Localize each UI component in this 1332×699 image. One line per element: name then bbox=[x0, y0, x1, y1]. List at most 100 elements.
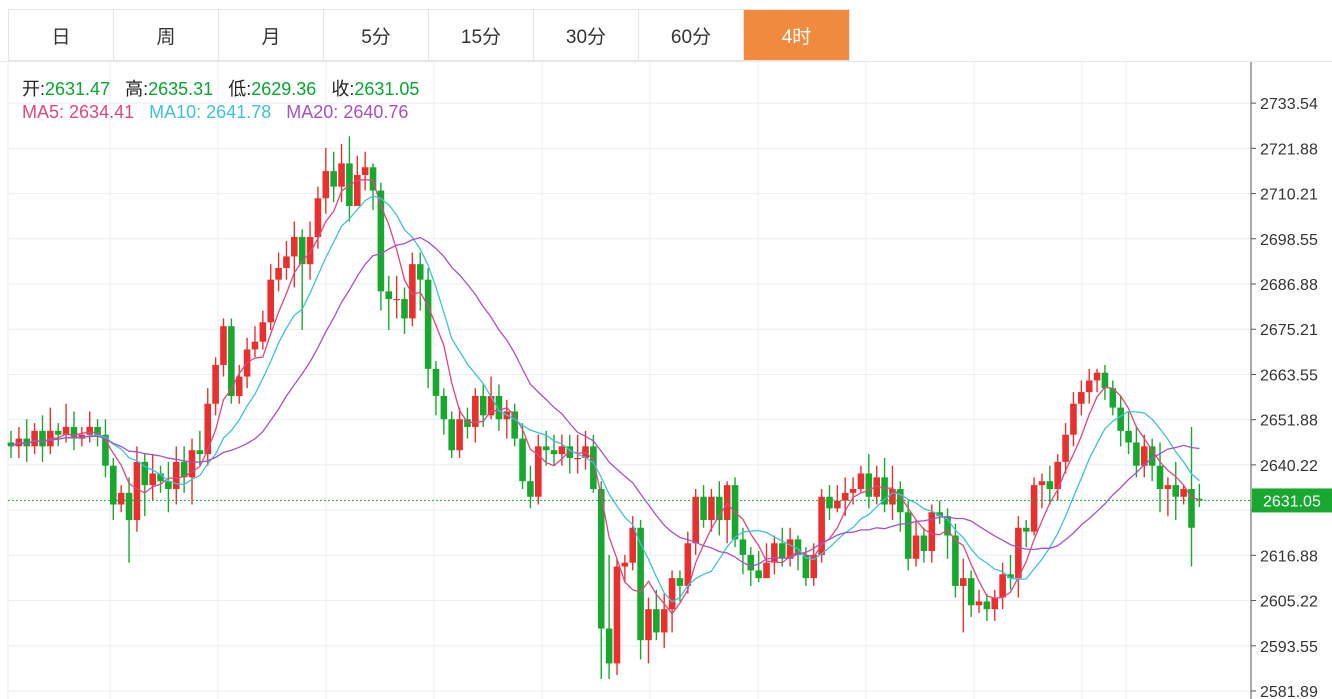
candle-body bbox=[204, 403, 212, 455]
candle-body bbox=[668, 578, 676, 610]
candle-body bbox=[54, 430, 62, 435]
candle-body bbox=[448, 419, 456, 451]
candle-body bbox=[1022, 527, 1030, 532]
high-value: 2635.31 bbox=[148, 79, 214, 99]
candle-body bbox=[920, 535, 928, 552]
candle-body bbox=[432, 368, 440, 396]
candle-body bbox=[487, 395, 495, 416]
ma10-value: 2641.78 bbox=[206, 102, 272, 122]
candle-body bbox=[857, 473, 865, 489]
candle-body bbox=[1156, 465, 1164, 489]
candle-body bbox=[566, 446, 574, 458]
tab-month[interactable]: 月 bbox=[219, 10, 324, 60]
ma-readout: MA5: 2634.41 MA10: 2641.78 MA20: 2640.76 bbox=[22, 102, 408, 123]
candle-body bbox=[841, 492, 849, 501]
open-label: 开: bbox=[22, 79, 46, 99]
candle-body bbox=[110, 465, 117, 505]
candle-body bbox=[802, 554, 810, 579]
ma5-line bbox=[10, 179, 1200, 615]
candle-body bbox=[283, 256, 290, 269]
tab-4hour[interactable]: 4时 bbox=[744, 10, 849, 60]
candle-body bbox=[479, 395, 487, 416]
candle-body bbox=[975, 601, 983, 606]
candle-body bbox=[220, 326, 227, 365]
candle-body bbox=[1164, 485, 1172, 489]
tab-5min[interactable]: 5分 bbox=[324, 10, 429, 60]
candle-body bbox=[873, 477, 880, 497]
tab-60min[interactable]: 60分 bbox=[639, 10, 744, 60]
candle-body bbox=[188, 450, 196, 478]
candle-body bbox=[23, 438, 31, 447]
candle-body bbox=[377, 190, 385, 292]
candle-body bbox=[574, 457, 581, 460]
candle-body bbox=[1070, 403, 1077, 435]
ma5-label: MA5: bbox=[22, 102, 65, 122]
candle-body bbox=[1085, 380, 1093, 393]
candle-body bbox=[723, 485, 731, 521]
candle-body bbox=[180, 461, 188, 478]
candle-body bbox=[967, 578, 975, 606]
candle-body bbox=[235, 376, 243, 396]
candle-body bbox=[86, 426, 93, 435]
candle-body bbox=[1133, 442, 1140, 466]
candle-body bbox=[952, 535, 959, 586]
high-label: 高: bbox=[125, 79, 149, 99]
close-value: 2631.05 bbox=[354, 79, 420, 99]
candle-body bbox=[456, 419, 463, 451]
candle-body bbox=[1078, 392, 1085, 404]
candle-body bbox=[511, 411, 518, 439]
candle-body bbox=[70, 426, 78, 439]
candle-body bbox=[590, 446, 597, 489]
candle-body bbox=[597, 488, 605, 629]
tab-15min[interactable]: 15分 bbox=[429, 10, 534, 60]
ohlc-readout: 开:2631.47 高:2635.31 低:2629.36 收:2631.05 bbox=[22, 75, 419, 101]
candle-body bbox=[1093, 372, 1101, 381]
ma10-label: MA10: bbox=[149, 102, 202, 122]
candle-body bbox=[621, 562, 629, 567]
candle-body bbox=[149, 473, 156, 486]
candle-body bbox=[1125, 430, 1132, 443]
candle-body bbox=[464, 419, 471, 427]
candle-body bbox=[999, 574, 1006, 598]
candle-body bbox=[983, 601, 991, 610]
candle-body bbox=[125, 492, 133, 521]
candle-body bbox=[7, 442, 15, 447]
candle-body bbox=[78, 434, 86, 439]
y-tick-label: 2640.22 bbox=[1260, 458, 1318, 475]
candle-body bbox=[228, 326, 235, 396]
chart-grid bbox=[7, 62, 1252, 699]
tab-30min[interactable]: 30分 bbox=[534, 10, 639, 60]
candle-body bbox=[338, 163, 345, 187]
tab-day[interactable]: 日 bbox=[9, 10, 114, 60]
candle-body bbox=[818, 496, 825, 555]
candle-body bbox=[1140, 446, 1148, 466]
candle-body bbox=[259, 322, 267, 342]
candle-body bbox=[133, 461, 141, 521]
candle-body bbox=[1038, 481, 1046, 486]
y-tick-label: 2721.88 bbox=[1260, 141, 1318, 158]
y-tick-label: 2698.55 bbox=[1260, 232, 1318, 249]
candle-body bbox=[39, 430, 46, 447]
candle-body bbox=[1015, 527, 1022, 579]
candle-body bbox=[62, 426, 70, 435]
candle-body bbox=[172, 461, 180, 489]
candle-body bbox=[196, 450, 204, 455]
candle-body bbox=[1117, 407, 1124, 431]
ma10-line bbox=[10, 195, 1200, 603]
low-label: 低: bbox=[228, 79, 252, 99]
candle-body bbox=[519, 438, 526, 482]
candle-body bbox=[881, 477, 888, 505]
y-tick-label: 2733.54 bbox=[1260, 96, 1318, 113]
candle-body bbox=[1030, 485, 1038, 532]
candle-body bbox=[716, 496, 723, 521]
candle-body bbox=[826, 496, 833, 509]
candle-body bbox=[660, 609, 668, 633]
last-price-label: 2631.05 bbox=[1263, 493, 1321, 510]
candles bbox=[7, 136, 1203, 679]
candle-body bbox=[1109, 388, 1117, 408]
candle-body bbox=[1188, 488, 1195, 528]
candle-body bbox=[763, 562, 770, 579]
ma20-value: 2640.76 bbox=[343, 102, 409, 122]
tab-week[interactable]: 周 bbox=[114, 10, 219, 60]
